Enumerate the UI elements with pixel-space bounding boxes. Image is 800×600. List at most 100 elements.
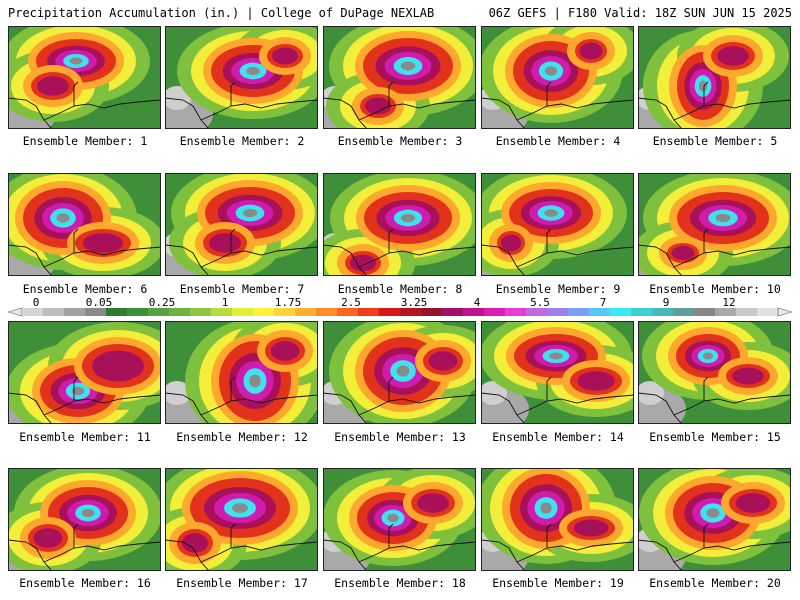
ensemble-member-caption: Ensemble Member: 1 [22,134,148,148]
colorbar-left-arrow [8,307,23,317]
ensemble-map-panel [481,173,634,276]
state-boundary-lines [8,376,161,424]
state-boundary-lines [481,523,634,571]
colorbar-swatch [673,308,695,316]
colorbar-tick-label: 0.05 [86,297,113,309]
precipitation-field [323,26,476,129]
colorbar-swatch [316,308,338,316]
colorbar-swatch [148,308,170,316]
state-boundary-lines [323,81,476,129]
colorbar-swatch [211,308,233,316]
colorbar-swatch [43,308,65,316]
colorbar-swatch [379,308,401,316]
precipitation-field [481,173,634,276]
colorbar-swatch [421,308,443,316]
state-boundary-lines [481,376,634,424]
colorbar-tick-label: 5.5 [530,297,550,309]
ensemble-map-panel [638,26,791,129]
colorbar-swatch [589,308,611,316]
colorbar-swatch [463,308,485,316]
colorbar-tick-label: 9 [663,297,670,309]
colorbar-swatch [337,308,359,316]
state-boundary-lines [323,523,476,571]
precipitation-field [165,173,318,276]
colorbar-right-arrow [777,307,792,317]
ensemble-map-panel [638,468,791,571]
colorbar-swatch [694,308,716,316]
state-boundary-lines [638,81,791,129]
precipitation-field [481,26,634,129]
ensemble-member-caption: Ensemble Member: 12 [176,430,308,444]
precipitation-field [323,468,476,571]
ensemble-map-panel [323,468,476,571]
colorbar-swatch [85,308,107,316]
colorbar-tick-label: 1.75 [275,297,302,309]
precipitation-field [165,26,318,129]
colorbar-swatch [232,308,254,316]
state-boundary-lines [481,81,634,129]
precipitation-field [481,321,634,424]
ensemble-map-panel [8,321,161,424]
precipitation-field [323,173,476,276]
precipitation-field [323,321,476,424]
ensemble-member-caption: Ensemble Member: 2 [179,134,305,148]
colorbar-swatch [652,308,674,316]
colorbar-swatch [169,308,191,316]
precipitation-field [8,173,161,276]
colorbar-swatch [568,308,590,316]
state-boundary-lines [8,523,161,571]
state-boundary-lines [165,228,318,276]
ensemble-member-caption: Ensemble Member: 15 [649,430,781,444]
colorbar-swatch [715,308,737,316]
ensemble-map-panel [8,173,161,276]
ensemble-member-caption: Ensemble Member: 17 [176,576,308,590]
ensemble-member-caption: Ensemble Member: 3 [337,134,463,148]
colorbar-swatch [253,308,275,316]
ensemble-member-caption: Ensemble Member: 8 [337,282,463,296]
colorbar-swatch [295,308,317,316]
ensemble-member-caption: Ensemble Member: 14 [492,430,624,444]
ensemble-member-caption: Ensemble Member: 6 [22,282,148,296]
colorbar-swatch [106,308,128,316]
ensemble-map-panel [323,26,476,129]
ensemble-member-caption: Ensemble Member: 9 [495,282,621,296]
colorbar-tick-label: 3.25 [401,297,428,309]
ensemble-member-caption: Ensemble Member: 18 [334,576,466,590]
ensemble-map-panel [165,468,318,571]
precipitation-colorbar: 0 0.05 0.25 1 1.75 2.5 3.25 4 5.5 7 9 12 [8,297,792,319]
colorbar-graphic: 0 0.05 0.25 1 1.75 2.5 3.25 4 5.5 7 9 12 [8,297,792,317]
ensemble-member-caption: Ensemble Member: 19 [492,576,624,590]
ensemble-member-caption: Ensemble Member: 5 [652,134,778,148]
precipitation-field [165,321,318,424]
ensemble-map-panel [8,26,161,129]
precipitation-field [481,468,634,571]
state-boundary-lines [8,228,161,276]
colorbar-tick-label: 1 [222,297,229,309]
ensemble-map-panel [165,321,318,424]
ensemble-member-caption: Ensemble Member: 7 [179,282,305,296]
colorbar-tick-label: 2.5 [341,297,361,309]
state-boundary-lines [638,523,791,571]
colorbar-tick-label: 0 [33,297,40,309]
ensemble-map-panel [8,468,161,571]
ensemble-map-panel [323,321,476,424]
precipitation-field [638,173,791,276]
colorbar-swatch [358,308,380,316]
state-boundary-lines [165,523,318,571]
ensemble-member-caption: Ensemble Member: 13 [334,430,466,444]
state-boundary-lines [638,228,791,276]
precipitation-field [8,26,161,129]
colorbar-swatch [610,308,632,316]
state-boundary-lines [638,376,791,424]
precipitation-field [638,468,791,571]
ensemble-map-panel [165,173,318,276]
ensemble-member-caption: Ensemble Member: 11 [19,430,151,444]
state-boundary-lines [481,228,634,276]
header-title: Precipitation Accumulation (in.) | Colle… [8,6,435,20]
ensemble-member-caption: Ensemble Member: 16 [19,576,151,590]
precipitation-field [638,321,791,424]
ensemble-map-panel [638,321,791,424]
ensemble-map-panel [638,173,791,276]
precipitation-field [638,26,791,129]
colorbar-swatch [442,308,464,316]
